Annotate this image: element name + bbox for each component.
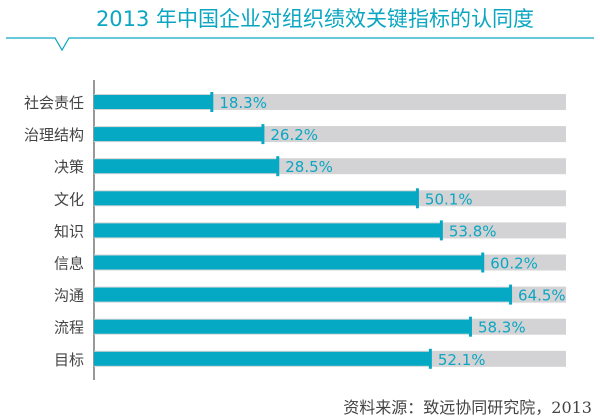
bar [94,127,264,142]
data-label: 58.3% [478,319,526,337]
bar-end-marker [439,220,443,241]
bar [94,159,279,174]
data-label: 18.3% [219,94,267,112]
bar [94,191,418,206]
bar-end-marker [481,252,485,273]
bar-end-marker [509,284,513,305]
category-label: 决策 [54,158,84,176]
data-label: 50.1% [425,190,473,208]
data-label: 60.2% [490,255,538,273]
bar [94,95,213,109]
data-label: 28.5% [285,158,333,176]
category-label: 沟通 [54,287,84,305]
bar-end-marker [415,188,419,209]
bar-end-marker [210,92,214,112]
source-note: 资料来源：致远协同研究院，2013 [343,398,592,417]
bar-end-marker [276,156,280,177]
bar [94,351,431,366]
category-label: 文化 [54,190,84,208]
chart-title: 2013 年中国企业对组织绩效关键指标的认同度 [95,7,535,31]
category-label: 社会责任 [24,94,84,112]
category-label: 治理结构 [24,126,84,144]
bar-end-marker [261,124,265,145]
bar-end-marker [428,348,432,369]
category-label: 流程 [54,319,84,337]
data-label: 64.5% [518,287,566,305]
data-label: 52.1% [438,351,486,369]
category-label: 目标 [54,351,84,369]
bar [94,255,484,270]
bar [94,223,442,238]
data-label: 26.2% [270,126,318,144]
bar [94,319,471,334]
bar-end-marker [468,316,472,337]
title-underline [6,37,594,52]
category-label: 信息 [54,255,84,273]
bar [94,287,512,302]
category-label: 知识 [54,222,84,240]
data-label: 53.8% [449,222,497,240]
